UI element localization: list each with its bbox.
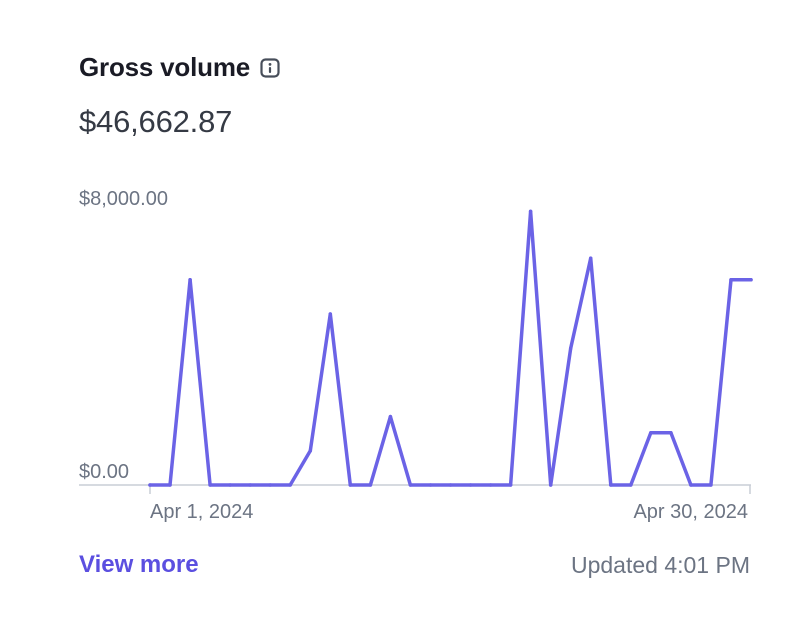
view-more-link[interactable]: View more xyxy=(79,551,199,578)
y-tick-label-min: $0.00 xyxy=(79,461,129,483)
title-row: Gross volume xyxy=(79,52,280,83)
data-point-2024-04-09 xyxy=(328,312,333,316)
updated-timestamp: Updated 4:01 PM xyxy=(570,552,750,578)
data-point-2024-03-31 xyxy=(148,483,152,487)
card-title: Gross volume xyxy=(79,52,250,82)
data-point-2024-04-03 xyxy=(208,483,212,487)
data-point-2024-04-18 xyxy=(508,483,513,487)
data-point-2024-04-25 xyxy=(649,431,653,435)
data-point-2024-04-05 xyxy=(248,483,252,487)
data-point-2024-04-30 xyxy=(749,278,753,282)
data-point-2024-04-15 xyxy=(448,483,453,487)
data-point-2024-04-12 xyxy=(388,414,393,419)
data-point-2024-04-24 xyxy=(629,483,633,487)
data-point-2024-04-06 xyxy=(268,483,272,487)
data-point-2024-04-19 xyxy=(528,209,533,214)
data-point-2024-04-20 xyxy=(548,483,553,487)
data-point-2024-04-28 xyxy=(709,483,713,487)
data-points xyxy=(148,209,753,487)
gross-volume-total: $46,662.87 xyxy=(79,104,233,139)
data-point-2024-04-04 xyxy=(228,483,232,487)
y-tick-label-max: $8,000.00 xyxy=(79,188,168,210)
data-point-2024-04-21 xyxy=(568,346,573,350)
x-tick-label-end: Apr 30, 2024 xyxy=(633,501,748,523)
data-point-2024-04-26 xyxy=(669,431,673,435)
data-point-2024-04-02 xyxy=(188,278,192,282)
data-point-2024-04-10 xyxy=(348,483,353,487)
data-point-2024-04-13 xyxy=(408,483,413,487)
data-point-2024-04-29 xyxy=(729,278,733,282)
data-point-2024-04-17 xyxy=(488,483,493,487)
data-point-2024-04-11 xyxy=(368,483,373,487)
x-tick-label-start: Apr 1, 2024 xyxy=(150,501,253,523)
gross-volume-series-line xyxy=(148,209,753,487)
data-point-2024-04-22 xyxy=(588,256,593,260)
data-point-2024-04-16 xyxy=(468,483,473,487)
data-point-2024-04-01 xyxy=(168,483,172,487)
data-point-2024-04-08 xyxy=(308,449,313,453)
info-icon[interactable] xyxy=(260,57,280,78)
data-point-2024-04-14 xyxy=(428,483,433,487)
data-point-2024-04-23 xyxy=(609,483,613,487)
data-point-2024-04-07 xyxy=(288,483,292,487)
data-point-2024-04-27 xyxy=(689,483,693,487)
